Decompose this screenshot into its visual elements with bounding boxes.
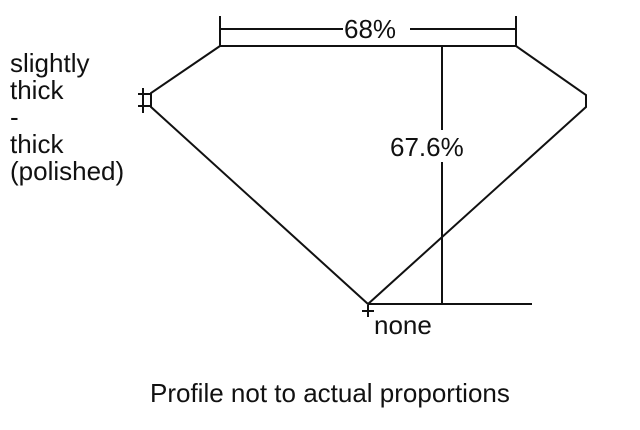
culet-label: none <box>374 310 432 340</box>
girdle-label: slightly thick - thick (polished) <box>10 50 124 185</box>
gem-outline <box>150 45 587 306</box>
girdle-label-line: (polished) <box>10 156 125 186</box>
caption: Profile not to actual proportions <box>150 378 510 408</box>
depth-percent-label: 67.6% <box>390 132 464 162</box>
table-percent-label: 68% <box>344 14 397 44</box>
girdle-label-line: thick <box>10 129 64 159</box>
girdle-label-line: - <box>10 102 19 132</box>
girdle-label-line: thick <box>10 75 64 105</box>
girdle-label-line: slightly <box>10 48 90 78</box>
